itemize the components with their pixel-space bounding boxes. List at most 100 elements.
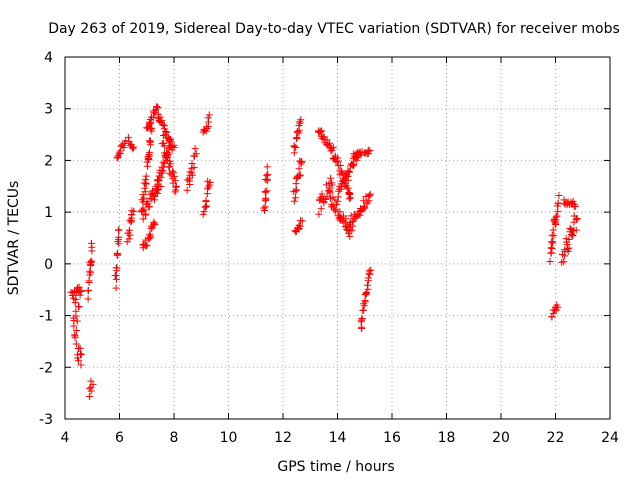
data-point xyxy=(292,144,300,151)
data-point xyxy=(142,172,150,180)
data-point xyxy=(114,249,121,257)
data-point xyxy=(77,361,85,369)
data-point xyxy=(115,233,123,241)
x-tick-label: 8 xyxy=(170,430,179,446)
data-point xyxy=(89,380,97,388)
data-point xyxy=(338,183,346,191)
data-point xyxy=(572,226,580,234)
data-point xyxy=(85,277,93,285)
data-point xyxy=(560,258,568,266)
data-point xyxy=(147,118,155,126)
data-point xyxy=(169,167,177,175)
data-point xyxy=(84,287,92,294)
data-point xyxy=(150,219,158,227)
data-point xyxy=(147,233,154,241)
data-point xyxy=(130,143,138,151)
data-point xyxy=(88,258,96,266)
data-point xyxy=(290,149,298,157)
data-point xyxy=(192,150,200,158)
data-point xyxy=(292,187,300,195)
data-point xyxy=(71,299,79,307)
data-point xyxy=(334,157,342,165)
data-point xyxy=(359,306,367,314)
data-point xyxy=(151,221,159,229)
data-point xyxy=(335,215,343,223)
data-point xyxy=(349,162,357,170)
data-point xyxy=(71,334,79,342)
data-point xyxy=(75,357,82,365)
data-point xyxy=(190,164,198,171)
data-point xyxy=(154,181,162,189)
data-point xyxy=(160,132,167,139)
x-tick-label: 12 xyxy=(274,430,292,446)
data-point xyxy=(146,203,154,211)
data-point xyxy=(143,241,151,249)
data-point xyxy=(151,192,159,200)
data-point xyxy=(171,177,179,185)
data-point xyxy=(262,194,270,202)
data-point xyxy=(130,207,138,215)
data-point xyxy=(293,186,301,194)
data-point xyxy=(364,274,372,282)
y-tick-label: 2 xyxy=(44,153,53,169)
data-point xyxy=(295,165,303,173)
grid-lines xyxy=(65,57,610,419)
data-point xyxy=(200,208,208,216)
data-point xyxy=(547,249,555,257)
data-point xyxy=(157,173,165,181)
data-point xyxy=(546,258,554,265)
data-point xyxy=(315,210,323,218)
data-point xyxy=(140,194,148,202)
data-point xyxy=(549,238,556,245)
data-point xyxy=(146,137,154,145)
data-point xyxy=(163,152,171,160)
data-point xyxy=(116,147,124,155)
data-point xyxy=(127,218,135,226)
data-point xyxy=(188,171,196,179)
data-point xyxy=(296,171,304,179)
data-point xyxy=(183,186,191,194)
y-tick-label: -3 xyxy=(39,412,53,428)
data-point xyxy=(263,187,271,195)
data-point xyxy=(329,143,337,151)
data-point xyxy=(573,215,581,223)
x-tick-label: 22 xyxy=(547,430,565,446)
data-point xyxy=(367,266,375,274)
data-point xyxy=(320,199,328,207)
y-tick-label: 1 xyxy=(44,205,53,221)
data-point xyxy=(125,235,133,243)
data-point xyxy=(126,226,133,234)
data-point xyxy=(328,146,336,154)
data-point xyxy=(295,221,303,229)
data-point xyxy=(171,188,179,196)
data-point xyxy=(112,284,120,292)
data-point xyxy=(139,215,147,223)
data-point xyxy=(356,211,364,219)
data-point xyxy=(348,227,356,235)
data-point xyxy=(146,148,153,156)
data-point xyxy=(363,289,370,296)
data-point xyxy=(184,176,192,184)
data-point xyxy=(205,183,213,191)
data-point xyxy=(73,327,81,334)
data-point xyxy=(113,264,121,272)
data-point xyxy=(206,179,214,186)
data-point xyxy=(298,217,306,225)
data-point xyxy=(297,116,305,124)
data-point xyxy=(76,291,84,299)
y-tick-label: -2 xyxy=(39,360,53,376)
data-point xyxy=(139,205,147,213)
data-point xyxy=(336,208,344,216)
y-tick-label: -1 xyxy=(39,309,53,325)
data-point xyxy=(172,182,180,190)
data-point xyxy=(325,139,333,147)
data-point xyxy=(328,181,336,189)
data-point xyxy=(331,196,339,204)
y-tick-label: 0 xyxy=(44,257,53,273)
data-point xyxy=(88,247,96,255)
data-point xyxy=(163,128,171,136)
data-point xyxy=(262,188,270,196)
x-tick-label: 14 xyxy=(329,430,347,446)
